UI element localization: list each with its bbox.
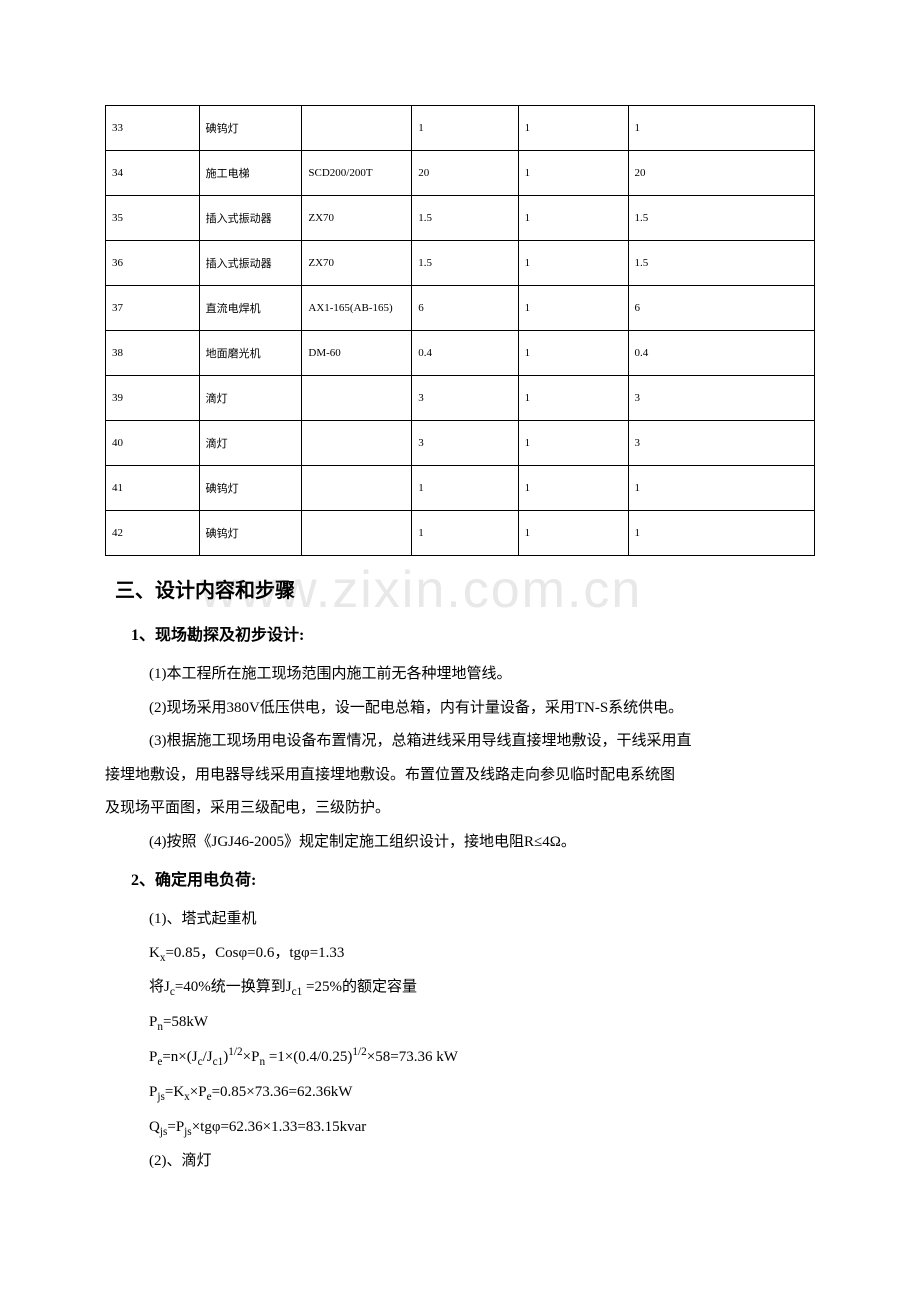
table-cell: 1 [628, 106, 815, 151]
table-cell: 33 [106, 106, 200, 151]
table-cell: ZX70 [302, 196, 412, 241]
table-cell: 35 [106, 196, 200, 241]
table-cell: DM-60 [302, 331, 412, 376]
table-cell: 1 [412, 106, 518, 151]
table-cell: 1 [518, 196, 628, 241]
table-cell: 1 [518, 466, 628, 511]
sub1-p2: (2)现场采用380V低压供电，设一配电总箱，内有计量设备，采用TN-S系统供电… [105, 693, 815, 725]
table-cell: 1.5 [628, 196, 815, 241]
table-cell: 3 [628, 421, 815, 466]
table-cell: 1 [518, 421, 628, 466]
table-row: 39滴灯 313 [106, 376, 815, 421]
table-row: 35插入式振动器ZX701.511.5 [106, 196, 815, 241]
table-cell: 1.5 [628, 241, 815, 286]
table-row: 37直流电焊机AX1-165(AB-165)616 [106, 286, 815, 331]
table-cell: 3 [628, 376, 815, 421]
table-cell: 40 [106, 421, 200, 466]
table-cell: 1 [518, 151, 628, 196]
table-cell: 1.5 [412, 196, 518, 241]
table-cell: 碘钨灯 [199, 106, 302, 151]
equipment-table: 33碘钨灯11134施工电梯SCD200/200T2012035插入式振动器ZX… [105, 105, 815, 556]
table-cell: 1 [412, 511, 518, 556]
table-cell: 1 [518, 241, 628, 286]
sub1-p4: (4)按照《JGJ46-2005》规定制定施工组织设计，接地电阻R≤4Ω。 [105, 827, 815, 859]
table-cell: 3 [412, 376, 518, 421]
table-cell: SCD200/200T [302, 151, 412, 196]
table-cell: 0.4 [628, 331, 815, 376]
table-cell: 37 [106, 286, 200, 331]
sub2-p1: (1)、塔式起重机 [105, 904, 815, 936]
table-cell: 20 [628, 151, 815, 196]
table-cell: 1 [518, 376, 628, 421]
sub2-p3: 将Jc=40%统一换算到Jc1 =25%的额定容量 [105, 972, 815, 1005]
table-cell [302, 376, 412, 421]
table-cell: 42 [106, 511, 200, 556]
sub2-p6: Pjs=Kx×Pe=0.85×73.36=62.36kW [105, 1077, 815, 1110]
table-cell: AX1-165(AB-165) [302, 286, 412, 331]
table-cell: 1 [518, 331, 628, 376]
table-row: 33碘钨灯111 [106, 106, 815, 151]
table-cell [302, 511, 412, 556]
table-cell: 插入式振动器 [199, 196, 302, 241]
table-cell: 碘钨灯 [199, 466, 302, 511]
table-cell: 滴灯 [199, 421, 302, 466]
table-cell: 1 [412, 466, 518, 511]
table-cell: 1 [628, 466, 815, 511]
table-cell: 1 [518, 106, 628, 151]
table-cell: 1 [518, 286, 628, 331]
sub2-p8: (2)、滴灯 [105, 1146, 815, 1178]
table-cell: 6 [628, 286, 815, 331]
sub1-p3b: 接埋地敷设，用电器导线采用直接埋地敷设。布置位置及线路走向参见临时配电系统图 [105, 760, 815, 792]
table-cell: 插入式振动器 [199, 241, 302, 286]
table-cell: 1 [518, 511, 628, 556]
sub1-p3c: 及现场平面图，采用三级配电，三级防护。 [105, 793, 815, 825]
table-cell: 20 [412, 151, 518, 196]
table-cell [302, 466, 412, 511]
table-row: 34施工电梯SCD200/200T20120 [106, 151, 815, 196]
table-cell: 滴灯 [199, 376, 302, 421]
sub2-p7: Qjs=Pjs×tgφ=62.36×1.33=83.15kvar [105, 1112, 815, 1145]
sub-heading-2: 2、确定用电负荷: [105, 866, 815, 890]
table-cell: ZX70 [302, 241, 412, 286]
table-cell: 1.5 [412, 241, 518, 286]
table-cell: 3 [412, 421, 518, 466]
table-cell [302, 106, 412, 151]
page-container: 33碘钨灯11134施工电梯SCD200/200T2012035插入式振动器ZX… [0, 0, 920, 1240]
sub2-p5: Pe=n×(Jc/Jc1)1/2×Pn =1×(0.4/0.25)1/2×58=… [105, 1041, 815, 1075]
table-cell: 地面磨光机 [199, 331, 302, 376]
table-row: 40滴灯 313 [106, 421, 815, 466]
sub2-p2: Kx=0.85，Cosφ=0.6，tgφ=1.33 [105, 938, 815, 971]
sub1-p1: (1)本工程所在施工现场范围内施工前无各种埋地管线。 [105, 659, 815, 691]
sub1-p3: (3)根据施工现场用电设备布置情况，总箱进线采用导线直接埋地敷设，干线采用直 [105, 726, 815, 758]
table-cell: 0.4 [412, 331, 518, 376]
table-cell: 6 [412, 286, 518, 331]
table-cell: 36 [106, 241, 200, 286]
table-row: 38地面磨光机DM-600.410.4 [106, 331, 815, 376]
table-cell: 39 [106, 376, 200, 421]
table-cell: 施工电梯 [199, 151, 302, 196]
table-cell: 直流电焊机 [199, 286, 302, 331]
section-heading: 三、设计内容和步骤 [105, 574, 815, 603]
table-row: 42碘钨灯111 [106, 511, 815, 556]
table-cell: 1 [628, 511, 815, 556]
sub2-p4: Pn=58kW [105, 1007, 815, 1040]
table-cell: 34 [106, 151, 200, 196]
table-cell: 碘钨灯 [199, 511, 302, 556]
table-row: 41碘钨灯111 [106, 466, 815, 511]
table-cell [302, 421, 412, 466]
table-cell: 41 [106, 466, 200, 511]
sub-heading-1: 1、现场勘探及初步设计: [105, 621, 815, 645]
table-row: 36插入式振动器ZX701.511.5 [106, 241, 815, 286]
table-cell: 38 [106, 331, 200, 376]
